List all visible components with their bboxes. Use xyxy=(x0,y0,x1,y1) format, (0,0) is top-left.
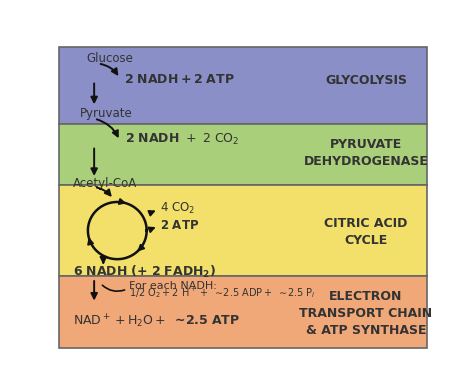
Text: GLYCOLYSIS: GLYCOLYSIS xyxy=(325,74,407,87)
Text: $\mathbf{2\ ATP}$: $\mathbf{2\ ATP}$ xyxy=(160,219,200,232)
Text: $\mathbf{2\ NADH + 2\ ATP}$: $\mathbf{2\ NADH + 2\ ATP}$ xyxy=(124,73,234,86)
Text: ELECTRON
TRANSPORT CHAIN
& ATP SYNTHASE: ELECTRON TRANSPORT CHAIN & ATP SYNTHASE xyxy=(300,290,433,337)
Text: $1/2\ \mathrm{O}_2 + 2\ \mathrm{H}^+ +\ \sim\!2.5\ \mathrm{ADP} +\ \sim\!2.5\ \m: $1/2\ \mathrm{O}_2 + 2\ \mathrm{H}^+ +\ … xyxy=(129,285,316,300)
Text: $4\ \mathrm{CO}_2$: $4\ \mathrm{CO}_2$ xyxy=(160,201,196,217)
Text: Glucose: Glucose xyxy=(87,52,134,65)
Text: PYRUVATE
DEHYDROGENASE: PYRUVATE DEHYDROGENASE xyxy=(303,138,428,168)
Text: CITRIC ACID
CYCLE: CITRIC ACID CYCLE xyxy=(324,217,408,247)
Bar xyxy=(59,185,427,276)
Text: $\mathrm{NAD}^+ + \mathrm{H}_2\mathrm{O} +\ $$\mathbf{\sim\!2.5\ ATP}$: $\mathrm{NAD}^+ + \mathrm{H}_2\mathrm{O}… xyxy=(73,312,240,330)
Text: $\mathbf{2\ NADH}$$\ +\ 2\ \mathrm{CO}_2$: $\mathbf{2\ NADH}$$\ +\ 2\ \mathrm{CO}_2… xyxy=(125,132,239,147)
Text: Pyruvate: Pyruvate xyxy=(80,107,132,120)
Text: $\mathbf{6\ NADH\ (+\ 2\ FADH_2)}$: $\mathbf{6\ NADH\ (+\ 2\ FADH_2)}$ xyxy=(73,264,216,280)
Bar xyxy=(59,47,427,124)
Text: For each NADH:: For each NADH: xyxy=(129,281,217,291)
Bar xyxy=(59,276,427,348)
Text: Acetyl-CoA: Acetyl-CoA xyxy=(73,177,137,190)
Bar xyxy=(59,124,427,185)
